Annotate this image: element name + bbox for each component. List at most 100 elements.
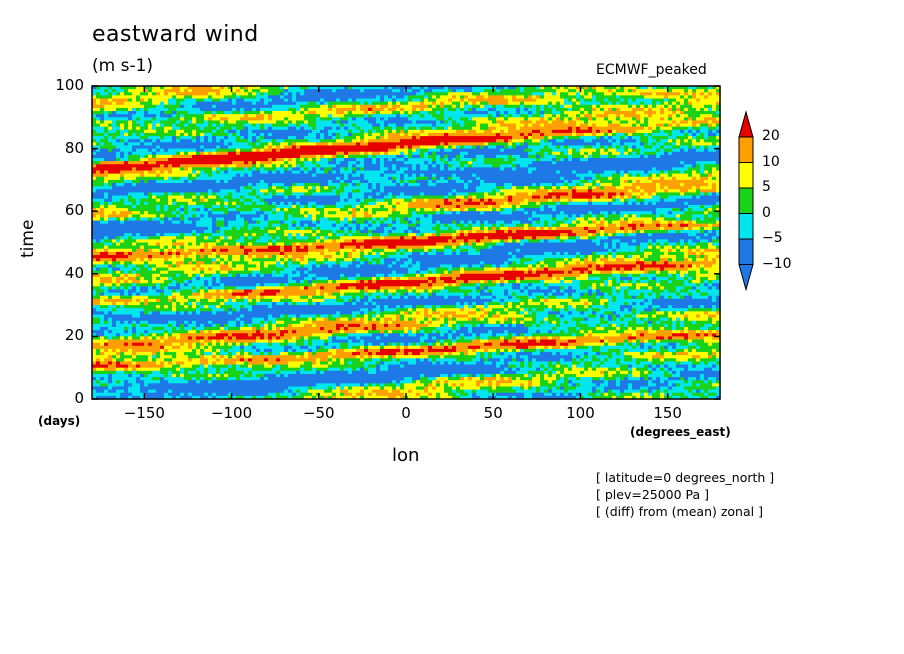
heatmap-cell xyxy=(376,123,381,128)
heatmap-cell xyxy=(260,107,265,112)
heatmap-cell xyxy=(240,136,245,140)
heatmap-cell xyxy=(96,101,101,106)
heatmap-cell xyxy=(160,111,165,115)
heatmap-cell xyxy=(112,126,117,131)
heatmap-cell xyxy=(708,120,713,125)
heatmap-cell xyxy=(552,98,557,103)
heatmap-cell xyxy=(288,148,293,153)
heatmap-cell xyxy=(304,148,309,153)
heatmap-cell xyxy=(344,139,349,143)
heatmap-cell xyxy=(552,148,557,153)
heatmap-cell xyxy=(412,107,417,112)
heatmap-cell xyxy=(524,139,529,143)
heatmap-cell xyxy=(216,104,221,109)
heatmap-cell xyxy=(248,129,253,134)
heatmap-cell xyxy=(532,101,537,106)
heatmap-cell xyxy=(604,104,609,109)
heatmap-cell xyxy=(136,117,141,122)
heatmap-cell xyxy=(208,145,213,150)
heatmap-cell xyxy=(404,120,409,125)
heatmap-cell xyxy=(512,95,517,100)
heatmap-cell xyxy=(364,86,369,90)
heatmap-cell xyxy=(432,126,437,131)
heatmap-cell xyxy=(668,111,673,115)
heatmap-cell xyxy=(612,107,617,112)
heatmap-cell xyxy=(472,89,477,93)
heatmap-cell xyxy=(152,111,157,115)
heatmap-cell xyxy=(472,123,477,128)
heatmap-cell xyxy=(672,104,677,109)
heatmap-cell xyxy=(316,111,321,115)
heatmap-cell xyxy=(300,92,305,96)
heatmap-cell xyxy=(240,126,245,131)
heatmap-cell xyxy=(296,120,301,125)
heatmap-cell xyxy=(328,95,333,100)
heatmap-cell xyxy=(384,111,389,115)
heatmap-cell xyxy=(600,139,605,143)
heatmap-cell xyxy=(408,123,413,128)
heatmap-cell xyxy=(660,86,665,90)
heatmap-cell xyxy=(712,101,717,106)
heatmap-cell xyxy=(604,89,609,93)
heatmap-cell xyxy=(608,117,613,122)
heatmap-cell xyxy=(228,142,233,147)
heatmap-cell xyxy=(344,126,349,131)
heatmap-cell xyxy=(716,117,721,122)
heatmap-cell xyxy=(424,120,429,125)
heatmap-cell xyxy=(436,107,441,112)
heatmap-cell xyxy=(192,107,197,112)
heatmap-cell xyxy=(96,126,101,131)
heatmap-cell xyxy=(488,126,493,131)
heatmap-cell xyxy=(596,129,601,134)
heatmap-cell xyxy=(120,117,125,122)
heatmap-cell xyxy=(120,136,125,140)
heatmap-cell xyxy=(148,117,153,122)
heatmap-cell xyxy=(488,132,493,137)
heatmap-cell xyxy=(200,95,205,100)
heatmap-cell xyxy=(564,126,569,131)
heatmap-cell xyxy=(384,86,389,90)
heatmap-cell xyxy=(272,139,277,143)
heatmap-cell xyxy=(372,104,377,109)
heatmap-cell xyxy=(664,145,669,150)
heatmap-cell xyxy=(280,123,285,128)
heatmap-cell xyxy=(184,95,189,100)
heatmap-cell xyxy=(444,104,449,109)
heatmap-cell xyxy=(636,126,641,131)
heatmap-cell xyxy=(232,98,237,103)
heatmap-cell xyxy=(668,107,673,112)
heatmap-cell xyxy=(544,142,549,147)
heatmap-cell xyxy=(628,129,633,134)
heatmap-cell xyxy=(464,132,469,137)
heatmap-cell xyxy=(240,114,245,118)
heatmap-cell xyxy=(524,117,529,122)
heatmap-cell xyxy=(104,86,109,90)
heatmap-cell xyxy=(708,86,713,90)
heatmap-cell xyxy=(184,120,189,125)
heatmap-cell xyxy=(676,145,681,150)
heatmap-cell xyxy=(696,95,701,100)
heatmap-cell xyxy=(572,139,577,143)
heatmap-cell xyxy=(216,98,221,103)
heatmap-cell xyxy=(704,86,709,90)
heatmap-cell xyxy=(132,117,137,122)
heatmap-cell xyxy=(568,92,573,96)
heatmap-cell xyxy=(656,120,661,125)
heatmap-cell xyxy=(636,104,641,109)
heatmap-cell xyxy=(284,86,289,90)
heatmap-cell xyxy=(132,107,137,112)
heatmap-cell xyxy=(524,104,529,109)
heatmap-cell xyxy=(648,136,653,140)
heatmap-cell xyxy=(196,92,201,96)
heatmap-cell xyxy=(684,145,689,150)
heatmap-cell xyxy=(448,120,453,125)
heatmap-cell xyxy=(432,123,437,128)
heatmap-cell xyxy=(640,107,645,112)
heatmap-cell xyxy=(96,136,101,140)
heatmap-cell xyxy=(556,142,561,147)
heatmap-cell xyxy=(208,114,213,118)
heatmap-cell xyxy=(392,145,397,150)
heatmap-cell xyxy=(292,98,297,103)
heatmap-cell xyxy=(480,145,485,150)
heatmap-cell xyxy=(184,89,189,93)
